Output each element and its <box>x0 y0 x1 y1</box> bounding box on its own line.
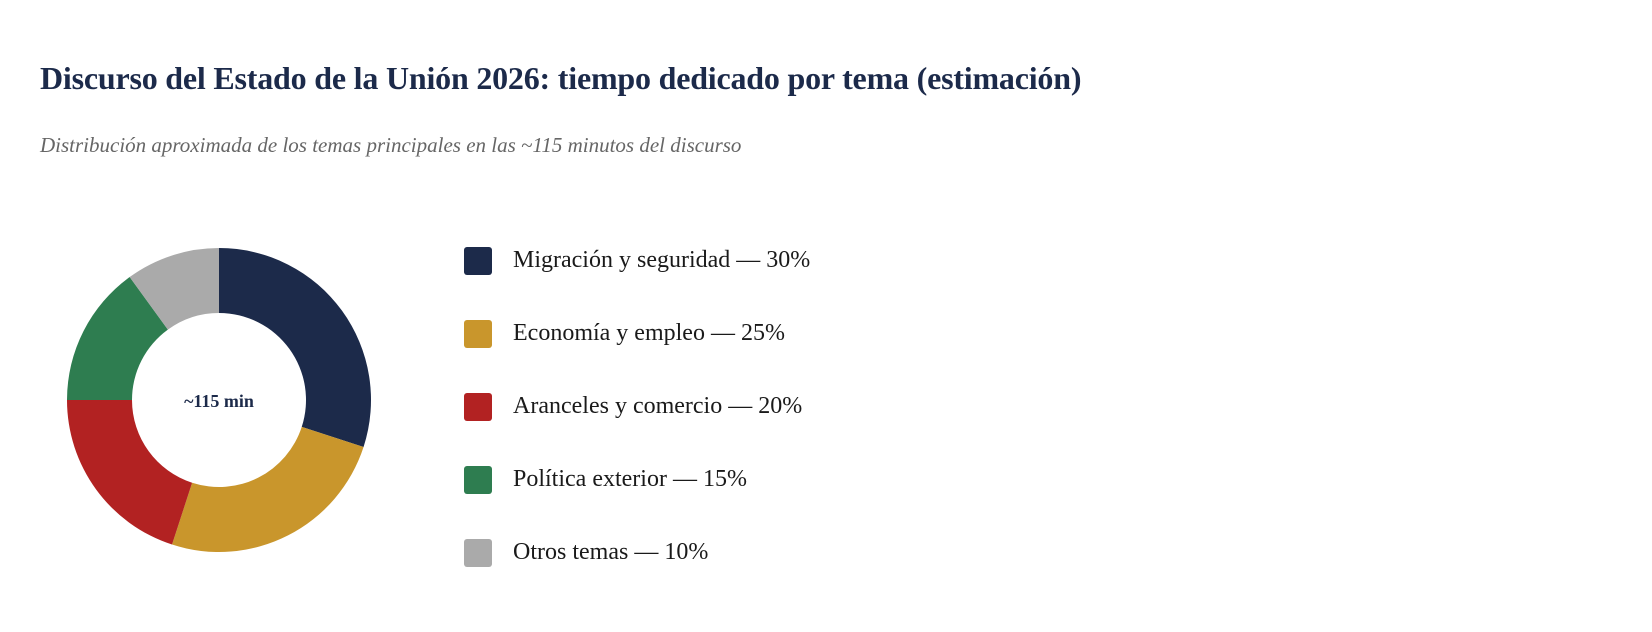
legend-item: Política exterior — 15% <box>464 443 810 516</box>
donut-slice-2 <box>67 400 193 545</box>
legend-label: Migración y seguridad — 30% <box>513 247 811 273</box>
legend-label: Aranceles y comercio — 20% <box>513 393 803 419</box>
legend-swatch <box>464 465 492 494</box>
legend: Migración y seguridad — 30% Economía y em… <box>464 224 810 589</box>
chart-subtitle: Distribución aproximada de los temas pri… <box>40 133 742 157</box>
legend-label: Economía y empleo — 25% <box>513 320 785 346</box>
legend-label: Política exterior — 15% <box>513 466 747 492</box>
legend-swatch <box>464 538 492 567</box>
donut-chart: ~115 min <box>67 248 371 552</box>
donut-slice-0 <box>219 248 371 447</box>
legend-item: Migración y seguridad — 30% <box>464 224 810 297</box>
donut-slice-4 <box>129 248 219 330</box>
donut-slice-1 <box>172 426 364 552</box>
center-label: ~115 min <box>184 391 254 411</box>
legend-swatch <box>464 246 492 275</box>
legend-swatch <box>464 319 492 348</box>
legend-swatch <box>464 392 492 421</box>
legend-item: Otros temas — 10% <box>464 516 810 589</box>
legend-item: Economía y empleo — 25% <box>464 297 810 370</box>
legend-label: Otros temas — 10% <box>513 539 709 565</box>
legend-item: Aranceles y comercio — 20% <box>464 370 810 443</box>
chart-title: Discurso del Estado de la Unión 2026: ti… <box>40 60 1082 96</box>
donut-slice-3 <box>67 277 168 400</box>
